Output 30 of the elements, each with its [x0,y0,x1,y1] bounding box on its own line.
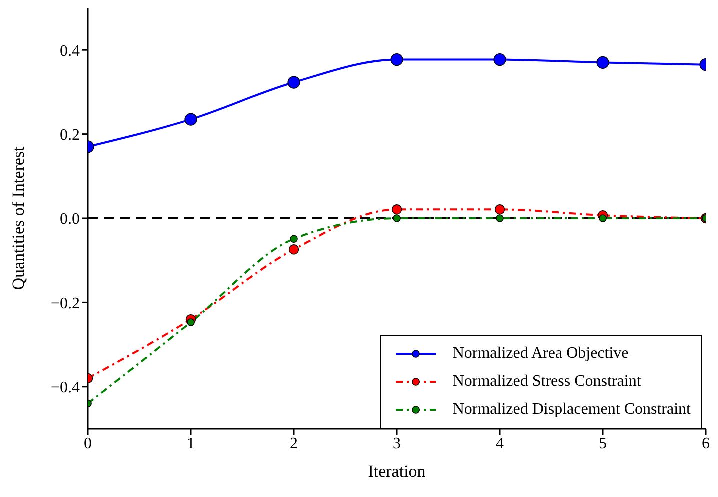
point [494,204,506,215]
x-tick-label: 5 [599,435,607,452]
x-tick-label: 4 [496,435,504,452]
x-tick-label: 3 [393,435,401,452]
point [494,53,506,66]
point [599,214,607,222]
y-axis-title: Quantities of Interest [9,146,28,290]
y-tick-label: 0.0 [60,211,80,228]
point [393,214,401,222]
legend-label: Normalized Area Objective [452,345,629,363]
point [392,204,402,215]
x-tick-label: 6 [702,435,710,452]
x-tick-label: 1 [187,435,195,452]
x-tick-label: 2 [290,435,298,452]
point [288,76,300,89]
y-tick-label: −0.4 [50,380,80,397]
point [187,318,195,326]
x-tick-label: 0 [84,435,92,452]
point [290,235,298,244]
y-tick-label: 0.4 [60,42,80,60]
point [496,214,504,222]
point [288,244,300,255]
point [390,53,404,66]
legend-label: Normalized Stress Constraint [452,373,642,391]
y-tick-label: −0.2 [50,295,80,312]
legend-label: Normalized Displacement Constraint [452,401,691,419]
point [184,113,198,126]
point [596,56,610,70]
x-axis-title: Iteration [368,462,426,481]
y-tick-label: 0.2 [60,126,80,144]
